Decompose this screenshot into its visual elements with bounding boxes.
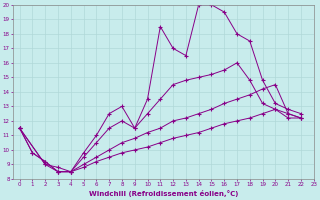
X-axis label: Windchill (Refroidissement éolien,°C): Windchill (Refroidissement éolien,°C) bbox=[89, 190, 238, 197]
